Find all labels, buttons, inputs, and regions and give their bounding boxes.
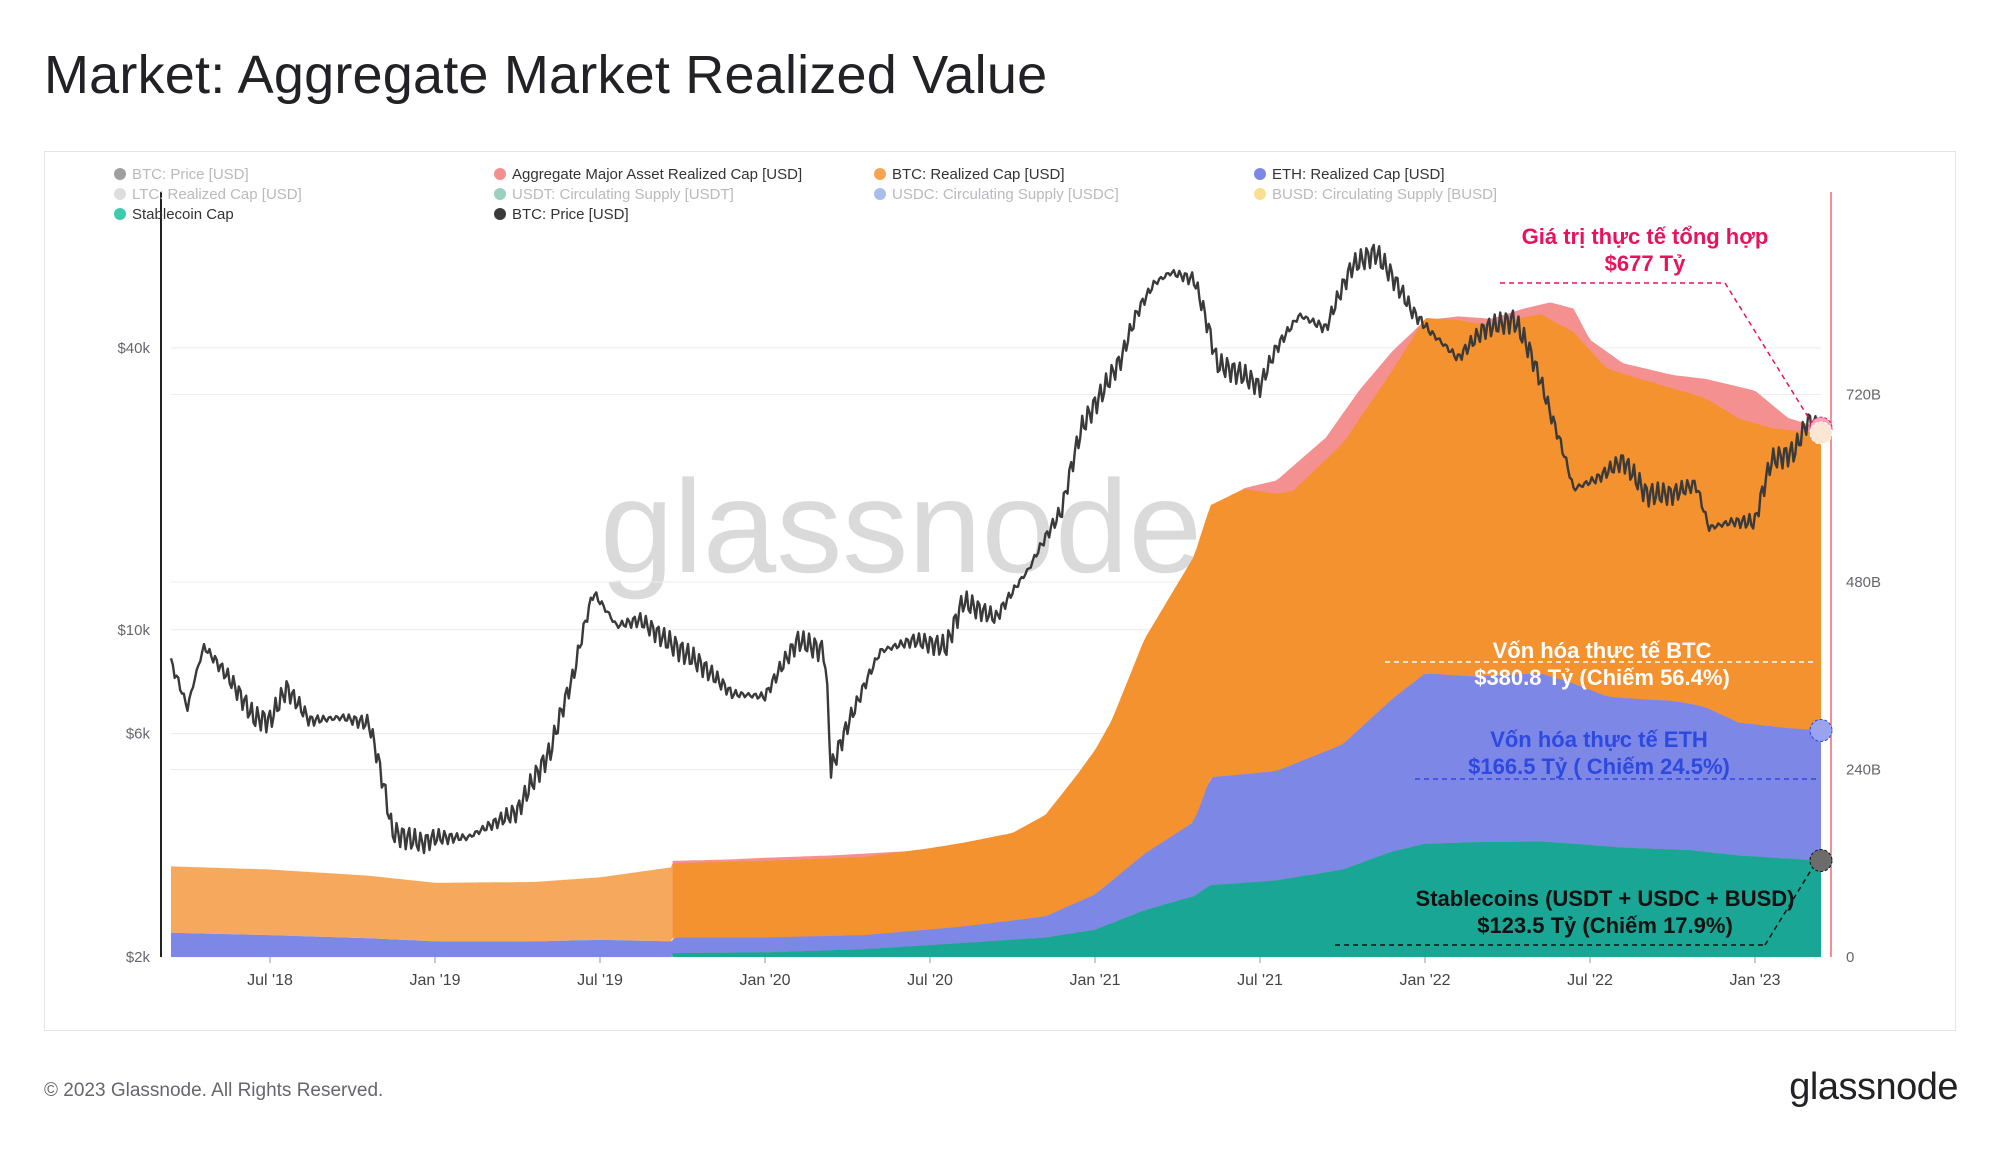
- x-axis-tick-label: Jul '19: [577, 972, 623, 989]
- legend-item-label: BTC: Realized Cap [USD]: [892, 166, 1065, 183]
- legend-item-label: Aggregate Major Asset Realized Cap [USD]: [512, 166, 802, 183]
- legend-swatch: [494, 168, 506, 180]
- legend-swatch: [114, 208, 126, 220]
- x-axis-tick-label: Jan '20: [739, 972, 790, 989]
- annotation-stable-line2: $123.5 Tỷ (Chiếm 17.9%): [1477, 913, 1733, 938]
- legend-swatch: [494, 188, 506, 200]
- guide-aggregate-diag: [1724, 282, 1816, 429]
- chart-frame: glassnode $2k $6k $10k $40k 0 240B 480B 720B Jul…: [44, 151, 1956, 1031]
- legend-swatch: [874, 168, 886, 180]
- left-axis-tick-label: $10k: [117, 622, 150, 639]
- x-axis-tick-label: Jul '18: [247, 972, 293, 989]
- area-eth-realized-cap: [171, 673, 1821, 957]
- marker-stable: [1809, 849, 1833, 873]
- x-axis-tick-label: Jul '21: [1237, 972, 1283, 989]
- marker-eth: [1809, 718, 1833, 742]
- right-axis-tick-label: 240B: [1846, 762, 1881, 779]
- annotation-btc-line1: Vốn hóa thực tế BTC: [1493, 638, 1712, 663]
- annotation-stable-line1: Stablecoins (USDT + USDC + BUSD): [1416, 886, 1795, 911]
- marker-btc: [1809, 421, 1833, 445]
- x-axis-tick-label: Jan '19: [409, 972, 460, 989]
- x-axis-tick-label: Jan '23: [1729, 972, 1780, 989]
- page-title: Market: Aggregate Market Realized Value: [44, 45, 1048, 105]
- footer-copyright: © 2023 Glassnode. All Rights Reserved.: [44, 1080, 384, 1101]
- legend-swatch: [874, 188, 886, 200]
- annotation-aggregate-line1: Giá trị thực tế tổng hợp: [1522, 224, 1769, 249]
- annotation-eth-line1: Vốn hóa thực tế ETH: [1490, 727, 1708, 752]
- x-axis-tick-label: Jan '22: [1399, 972, 1450, 989]
- guide-stable-diag: [1764, 860, 1818, 946]
- legend-item-label: ETH: Realized Cap [USD]: [1272, 166, 1445, 183]
- left-axis-tick-label: $2k: [126, 949, 151, 966]
- x-axis-tick-label: Jul '22: [1567, 972, 1613, 989]
- legend-swatch: [114, 168, 126, 180]
- legend-item-label: BTC: Price [USD]: [132, 166, 249, 183]
- legend-swatch: [1254, 188, 1266, 200]
- left-axis-tick-label: $40k: [117, 340, 150, 357]
- right-axis-tick-label: 720B: [1846, 387, 1881, 404]
- legend-item-label: BTC: Price [USD]: [512, 206, 629, 223]
- area-btc-realized-cap: [672, 314, 1821, 938]
- annotation-eth-line2: $166.5 Tỷ ( Chiếm 24.5%): [1468, 754, 1730, 779]
- annotation-btc-line2: $380.8 Tỷ (Chiếm 56.4%): [1474, 665, 1730, 690]
- area-stablecoin-cap: [672, 841, 1821, 957]
- chart-svg: glassnode $2k $6k $10k $40k 0 240B 480B 720B Jul…: [114, 166, 1881, 989]
- price-layer: [169, 243, 1823, 855]
- annotation-aggregate-line2: $677 Tỷ: [1605, 251, 1686, 276]
- legend-swatch: [114, 188, 126, 200]
- x-axis-tick-label: Jan '21: [1069, 972, 1120, 989]
- x-axis-tick-label: Jul '20: [907, 972, 953, 989]
- legend-swatch: [494, 208, 506, 220]
- area-btc-realized-cap-early: [171, 863, 673, 942]
- footer-logo[interactable]: glassnode: [1789, 1066, 1958, 1108]
- legend-item-label: BUSD: Circulating Supply [BUSD]: [1272, 186, 1497, 203]
- area-layer: [171, 302, 1821, 957]
- axis-layer: $2k $6k $10k $40k 0 240B 480B 720B Jul '18 Jan '1…: [117, 192, 1881, 989]
- legend-item-label: USDC: Circulating Supply [USDC]: [892, 186, 1119, 203]
- right-axis-tick-label: 0: [1846, 949, 1854, 966]
- annotation-layer: Giá trị thực tế tổng hợp$677 Tỷ Vốn hóa t…: [1335, 224, 1833, 946]
- btc-price-line: [169, 243, 1823, 855]
- legend-item-label: Stablecoin Cap: [132, 206, 234, 223]
- right-axis-tick-label: 480B: [1846, 574, 1881, 591]
- left-axis-tick-label: $6k: [126, 726, 151, 743]
- legend-swatch: [1254, 168, 1266, 180]
- legend-layer: BTC: Price [USD] Aggregate Major Asset Re…: [114, 166, 1497, 223]
- watermark: glassnode: [600, 453, 1202, 600]
- legend-item-label: LTC: Realized Cap [USD]: [132, 186, 302, 203]
- legend-item-label: USDT: Circulating Supply [USDT]: [512, 186, 734, 203]
